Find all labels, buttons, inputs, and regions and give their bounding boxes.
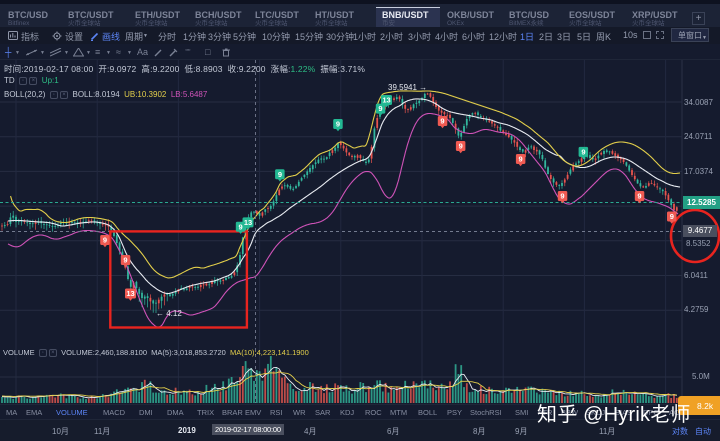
svg-text:9: 9: [440, 117, 444, 126]
svg-text:9: 9: [519, 155, 523, 164]
svg-text:9: 9: [278, 170, 282, 179]
svg-text:← 4.12: ← 4.12: [156, 309, 182, 318]
svg-text:9: 9: [239, 222, 243, 231]
svg-text:9: 9: [581, 148, 585, 157]
svg-text:9: 9: [336, 120, 340, 129]
svg-text:9: 9: [123, 256, 127, 265]
svg-text:13: 13: [244, 218, 252, 227]
svg-text:9: 9: [459, 142, 463, 151]
svg-text:9: 9: [103, 236, 107, 245]
svg-text:9: 9: [670, 212, 674, 221]
svg-text:13: 13: [382, 96, 390, 105]
svg-text:13: 13: [126, 289, 134, 298]
svg-text:39.5941 →: 39.5941 →: [388, 83, 427, 92]
svg-text:9: 9: [637, 192, 641, 201]
svg-text:9: 9: [560, 192, 564, 201]
svg-text:9: 9: [378, 104, 382, 113]
